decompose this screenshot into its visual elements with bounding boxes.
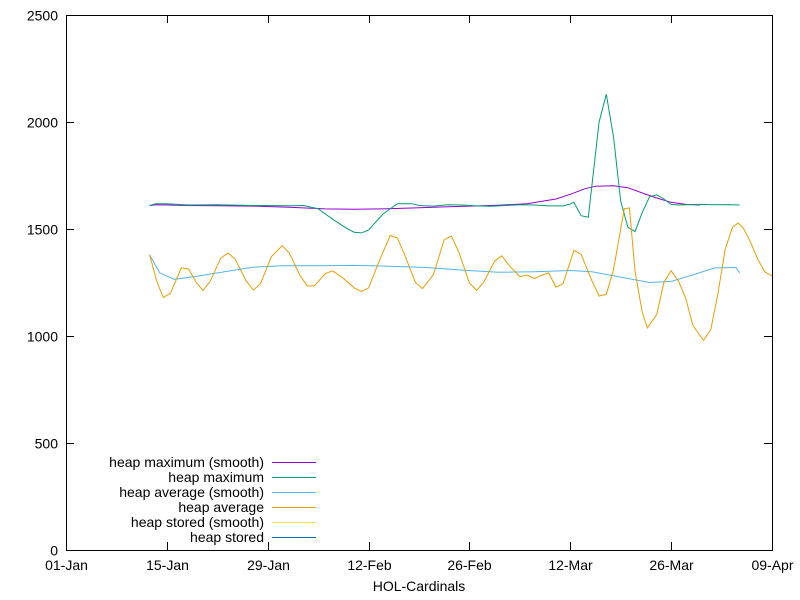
legend-label-heap-stored-smooth: heap stored (smooth) — [131, 514, 264, 530]
x-tick-label: 12-Mar — [548, 557, 593, 573]
y-tick-label: 2500 — [27, 8, 58, 24]
x-axis-ticks: 01-Jan 15-Jan 29-Jan 12-Feb 26-Feb 12-Mar 26-M… — [45, 15, 794, 573]
legend-label-heap-maximum: heap maximum — [168, 469, 264, 485]
legend-label-heap-average: heap average — [178, 499, 264, 515]
x-tick-label: 09-Apr — [751, 557, 793, 573]
y-tick-label: 1000 — [27, 329, 58, 345]
y-tick-label: 2000 — [27, 115, 58, 131]
x-tick-label: 26-Mar — [649, 557, 694, 573]
legend-label-heap-average-smooth: heap average (smooth) — [119, 484, 264, 500]
x-axis-title: HOL-Cardinals — [373, 578, 466, 594]
y-axis-ticks: 0 500 1000 1500 2000 2500 — [27, 8, 772, 559]
x-tick-label: 12-Feb — [347, 557, 392, 573]
y-tick-label: 0 — [50, 543, 58, 559]
plot-frame — [66, 15, 773, 551]
x-tick-label: 26-Feb — [447, 557, 492, 573]
x-tick-label: 15-Jan — [146, 557, 189, 573]
series-line-heap-average — [149, 207, 773, 342]
x-tick-label: 29-Jan — [247, 557, 290, 573]
series-line-heap-maximum — [149, 94, 740, 234]
legend-label-heap-maximum-smooth: heap maximum (smooth) — [109, 454, 264, 470]
legend-label-heap-stored: heap stored — [190, 529, 264, 545]
y-tick-label: 500 — [35, 436, 59, 452]
y-tick-label: 1500 — [27, 222, 58, 238]
x-tick-label: 01-Jan — [45, 557, 88, 573]
series-line-heap-average-smooth — [149, 254, 741, 284]
series-lines — [149, 94, 773, 342]
